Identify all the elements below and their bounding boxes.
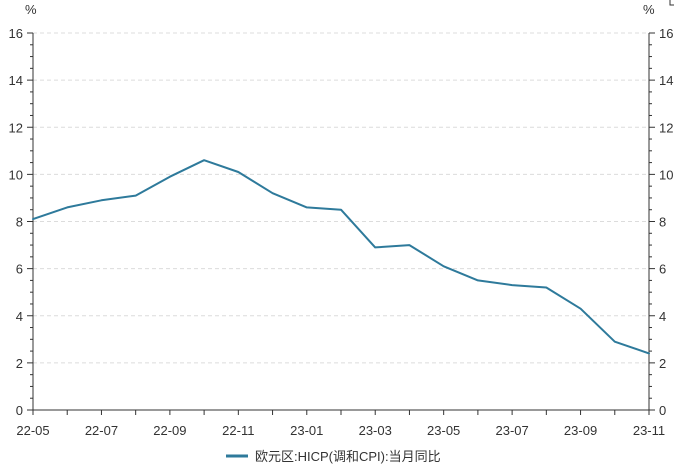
left-axis-unit: % <box>25 2 37 17</box>
left-y-tick-label: 10 <box>9 167 23 182</box>
right-y-tick-label: 6 <box>659 262 666 277</box>
data-point[interactable] <box>167 174 173 180</box>
data-point[interactable] <box>509 282 515 288</box>
right-y-tick-label: 16 <box>659 26 673 41</box>
legend-label: 欧元区:HICP(调和CPI):当月同比 <box>255 449 441 464</box>
series-line-0[interactable] <box>32 159 650 355</box>
data-point[interactable] <box>543 284 549 290</box>
right-axis-unit: % <box>643 2 655 17</box>
data-point[interactable] <box>612 339 618 345</box>
data-point[interactable] <box>133 193 139 199</box>
right-y-tick-label: 4 <box>659 309 666 324</box>
data-point[interactable] <box>235 169 241 175</box>
data-point[interactable] <box>201 157 207 163</box>
right-y-tick-label: 8 <box>659 215 666 230</box>
left-y-tick-label: 4 <box>16 309 23 324</box>
gridlines <box>33 32 649 364</box>
left-y-tick-label: 0 <box>16 403 23 418</box>
right-y-tick-label: 0 <box>659 403 666 418</box>
data-point[interactable] <box>304 204 310 210</box>
x-tick-label: 22-09 <box>153 423 186 438</box>
x-tick-label: 22-07 <box>85 423 118 438</box>
x-tick-label: 23-07 <box>495 423 528 438</box>
left-y-tick-label: 12 <box>9 120 23 135</box>
axes: 0 0 2 2 4 4 6 6 8 8 10 10 12 12 14 14 16 16 22-05 22-07 22-0… <box>9 0 674 438</box>
left-y-tick-label: 6 <box>16 262 23 277</box>
x-tick-label: 23-01 <box>290 423 323 438</box>
data-point[interactable] <box>64 204 70 210</box>
right-y-tick-label: 14 <box>659 73 673 88</box>
data-point[interactable] <box>372 244 378 250</box>
data-point[interactable] <box>30 216 36 222</box>
right-y-tick-label: 12 <box>659 120 673 135</box>
data-point[interactable] <box>406 242 412 248</box>
x-tick-label: 23-05 <box>427 423 460 438</box>
left-y-tick-label: 8 <box>16 215 23 230</box>
x-tick-label: 23-03 <box>359 423 392 438</box>
x-tick-label: 22-05 <box>16 423 49 438</box>
data-point[interactable] <box>646 350 652 356</box>
data-point[interactable] <box>338 207 344 213</box>
left-y-tick-label: 16 <box>9 26 23 41</box>
right-y-tick-label: 10 <box>659 167 673 182</box>
x-tick-label: 23-09 <box>564 423 597 438</box>
series-layer <box>30 157 652 356</box>
data-point[interactable] <box>98 197 104 203</box>
right-y-tick-label: 2 <box>659 356 666 371</box>
data-point[interactable] <box>475 277 481 283</box>
legend[interactable]: 欧元区:HICP(调和CPI):当月同比 <box>226 449 441 464</box>
data-point[interactable] <box>578 306 584 312</box>
left-y-tick-label: 14 <box>9 73 23 88</box>
x-tick-label: 23-11 <box>633 423 665 438</box>
data-point[interactable] <box>441 263 447 269</box>
corner-mark <box>669 0 674 6</box>
x-tick-label: 22-11 <box>222 423 254 438</box>
left-y-tick-label: 2 <box>16 356 23 371</box>
data-point[interactable] <box>270 190 276 196</box>
